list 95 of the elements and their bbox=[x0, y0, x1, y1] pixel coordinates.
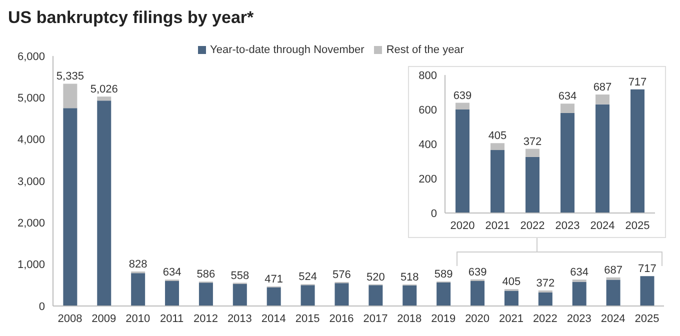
bar bbox=[640, 276, 654, 306]
x-tick-label: 2014 bbox=[261, 312, 286, 325]
x-tick-label: 2012 bbox=[194, 312, 218, 325]
y-tick-label: 0 bbox=[38, 300, 45, 313]
legend-label: Year-to-date through November bbox=[210, 44, 364, 56]
total-label: 405 bbox=[488, 130, 507, 142]
total-label: 558 bbox=[230, 270, 250, 282]
x-tick-label: 2013 bbox=[227, 312, 252, 325]
total-label: 372 bbox=[523, 136, 542, 148]
total-label: 5,026 bbox=[90, 84, 118, 96]
bar bbox=[606, 277, 620, 280]
y-tick-label: 3,000 bbox=[17, 176, 45, 188]
x-tick-label: 2009 bbox=[92, 312, 116, 325]
bar bbox=[456, 102, 470, 110]
y-tick-label: 4,000 bbox=[17, 134, 45, 146]
y-tick-label: 600 bbox=[418, 104, 437, 116]
total-label: 576 bbox=[332, 269, 351, 281]
y-tick-label: 400 bbox=[418, 138, 437, 151]
x-tick-label: 2017 bbox=[363, 312, 388, 325]
x-tick-label: 2025 bbox=[634, 312, 660, 325]
total-label: 372 bbox=[536, 278, 555, 290]
x-tick-label: 2024 bbox=[600, 312, 626, 325]
bar bbox=[560, 112, 574, 213]
bar bbox=[538, 292, 552, 306]
total-label: 586 bbox=[196, 268, 216, 281]
x-tick-label: 2020 bbox=[465, 312, 490, 325]
bar bbox=[232, 284, 247, 306]
bar bbox=[266, 287, 281, 306]
total-label: 717 bbox=[638, 263, 656, 276]
x-tick-label: 2025 bbox=[625, 220, 650, 232]
x-tick-label: 2023 bbox=[555, 220, 580, 232]
bar bbox=[490, 150, 504, 213]
total-label: 405 bbox=[502, 276, 521, 288]
bar bbox=[97, 96, 112, 101]
x-tick-label: 2020 bbox=[450, 220, 475, 232]
chart-title: US bankruptcy filings by year* bbox=[8, 8, 255, 29]
bar bbox=[63, 84, 78, 108]
total-label: 634 bbox=[570, 266, 589, 279]
y-tick-label: 5,000 bbox=[17, 92, 45, 105]
bar bbox=[596, 104, 610, 213]
x-tick-label: 2022 bbox=[532, 312, 558, 325]
total-label: 639 bbox=[468, 266, 487, 278]
total-label: 471 bbox=[264, 273, 284, 286]
x-tick-label: 2021 bbox=[499, 312, 524, 325]
x-tick-label: 2024 bbox=[590, 220, 615, 232]
y-tick-label: 0 bbox=[430, 208, 437, 220]
bar bbox=[596, 94, 610, 104]
bar bbox=[334, 283, 349, 306]
bar bbox=[526, 148, 540, 157]
bar bbox=[606, 280, 620, 306]
total-label: 524 bbox=[298, 271, 317, 284]
y-tick-label: 6,000 bbox=[17, 50, 45, 63]
x-tick-label: 2022 bbox=[520, 220, 545, 232]
x-tick-label: 2010 bbox=[126, 312, 150, 325]
total-label: 717 bbox=[628, 76, 647, 88]
bar bbox=[402, 285, 417, 306]
y-tick-label: 200 bbox=[418, 173, 437, 186]
x-tick-label: 2011 bbox=[160, 312, 184, 325]
x-tick-label: 2016 bbox=[329, 312, 354, 325]
total-label: 5,335 bbox=[56, 70, 84, 83]
bar bbox=[504, 290, 518, 306]
total-label: 639 bbox=[453, 90, 472, 102]
total-label: 634 bbox=[558, 90, 577, 103]
y-tick-label: 1,000 bbox=[17, 259, 45, 272]
bar bbox=[131, 273, 146, 306]
total-label: 828 bbox=[128, 258, 148, 270]
y-tick-label: 2,000 bbox=[17, 218, 45, 230]
bar bbox=[560, 104, 574, 113]
bar bbox=[63, 108, 78, 306]
bar bbox=[97, 100, 112, 306]
bar bbox=[456, 110, 470, 213]
bar bbox=[470, 281, 485, 306]
total-label: 634 bbox=[162, 266, 182, 279]
x-tick-label: 2008 bbox=[58, 312, 82, 325]
bar bbox=[300, 285, 315, 306]
total-label: 589 bbox=[434, 268, 453, 280]
total-label: 687 bbox=[593, 81, 612, 94]
x-tick-label: 2019 bbox=[431, 312, 456, 325]
y-tick-label: 800 bbox=[418, 70, 437, 82]
bar bbox=[436, 282, 451, 306]
total-label: 520 bbox=[366, 271, 385, 284]
bar bbox=[165, 281, 180, 306]
total-label: 687 bbox=[604, 264, 622, 276]
bar bbox=[198, 282, 213, 306]
bar bbox=[572, 282, 586, 306]
bar bbox=[368, 285, 383, 306]
legend-label: Rest of the year bbox=[386, 44, 464, 56]
x-tick-label: 2023 bbox=[566, 312, 592, 325]
bar bbox=[490, 143, 504, 150]
total-label: 518 bbox=[400, 271, 419, 284]
bar bbox=[526, 156, 540, 213]
x-tick-label: 2018 bbox=[397, 312, 422, 325]
bar bbox=[630, 89, 644, 213]
x-tick-label: 2015 bbox=[295, 312, 320, 325]
x-tick-label: 2021 bbox=[485, 220, 510, 232]
